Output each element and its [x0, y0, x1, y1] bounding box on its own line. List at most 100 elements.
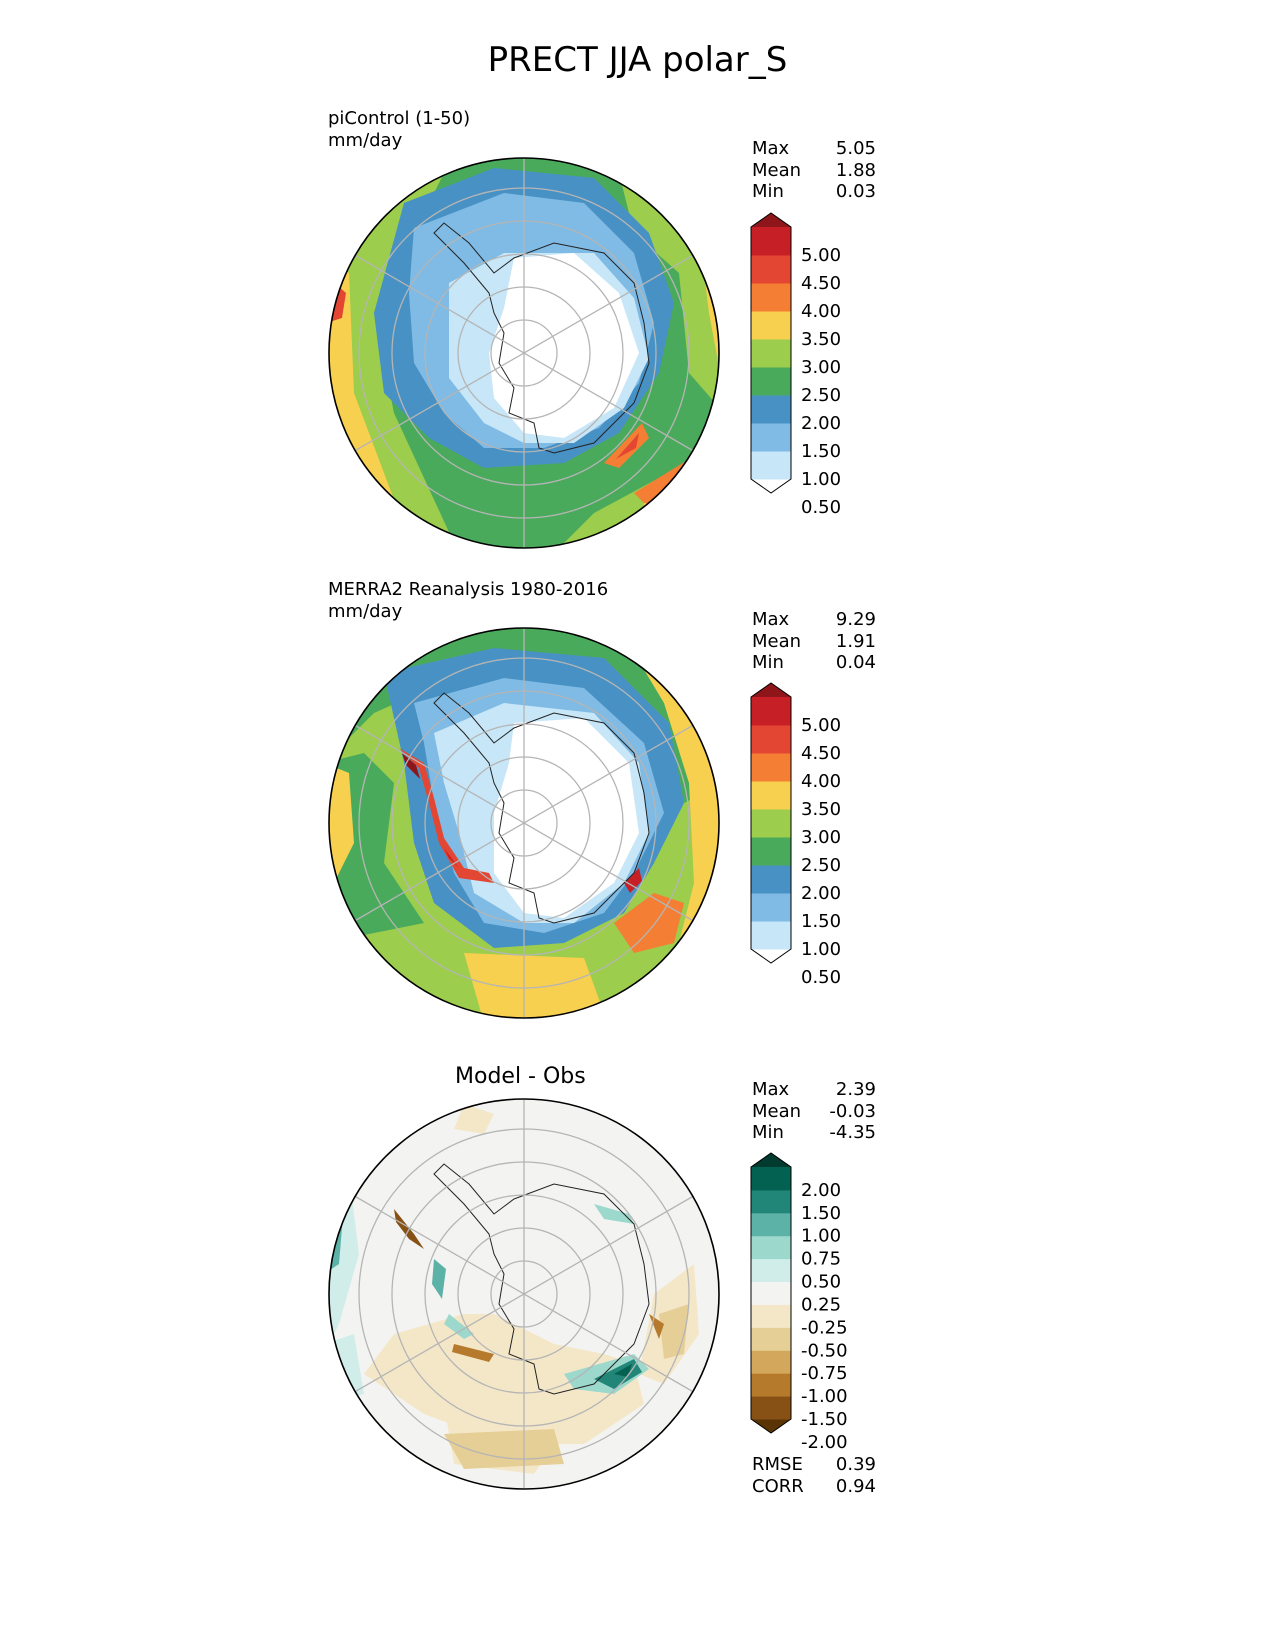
- colorbar-segment: [751, 1281, 791, 1305]
- colorbar-tick-label: 4.00: [801, 771, 841, 792]
- colorbar-tick-label: 1.50: [801, 441, 841, 462]
- stat-value: 5.05: [835, 138, 876, 159]
- stat-row-max: Max 9.29: [752, 609, 876, 631]
- colorbar-segment: [751, 1396, 791, 1420]
- colorbar-segment: [751, 227, 791, 256]
- stat-label: Min: [752, 652, 784, 673]
- colorbar-segment: [751, 781, 791, 810]
- stat-value: -4.35: [829, 1122, 876, 1143]
- colorbar-tick-label: 4.50: [801, 273, 841, 294]
- colorbar-tick-label: 3.50: [801, 799, 841, 820]
- colorbar-tick-label: 5.00: [801, 245, 841, 266]
- panel3-metrics: RMSE 0.39 CORR 0.94: [752, 1454, 876, 1497]
- colorbar-tick-label: -0.50: [801, 1340, 848, 1361]
- stat-row-min: Min 0.03: [752, 181, 876, 203]
- colorbar-segment: [751, 921, 791, 950]
- colorbar-outline: [750, 682, 792, 964]
- diff-title: Model - Obs: [455, 1064, 586, 1089]
- colorbar-tick-label: 0.50: [801, 967, 841, 988]
- stat-value: 0.03: [835, 181, 876, 202]
- colorbar-tick-label: 0.75: [801, 1249, 841, 1270]
- stat-label: Min: [752, 1122, 784, 1143]
- panel1-stats: Max 5.05 Mean 1.88 Min 0.03: [752, 138, 876, 203]
- colorbar-segment: [751, 893, 791, 922]
- panel1-colorbar: 5.00 4.50 4.00 3.50 3.00 2.50 2.00 1.50 1.00 0.50: [750, 212, 841, 518]
- panel2-label: MERRA2 Reanalysis 1980-2016: [328, 579, 609, 600]
- panel2-units: mm/day: [328, 601, 403, 622]
- colorbar-segment: [751, 697, 791, 726]
- stat-row-mean: Mean -0.03: [752, 1101, 876, 1123]
- colorbar-segment: [751, 865, 791, 894]
- colorbar-tick-label: 1.00: [801, 939, 841, 960]
- colorbar-segment: [751, 451, 791, 480]
- colorbar-segment: [751, 395, 791, 424]
- colorbar-segment: [751, 311, 791, 340]
- colorbar-tick-label: 5.00: [801, 715, 841, 736]
- colorbar-segment: [751, 1373, 791, 1397]
- colorbar-tick-label: 1.00: [801, 469, 841, 490]
- metric-label: RMSE: [752, 1454, 803, 1475]
- colorbar-extend-min: [751, 479, 791, 493]
- colorbar-segment: [751, 1327, 791, 1351]
- panel2-colorbar: 5.00 4.50 4.00 3.50 3.00 2.50 2.00 1.50 1.00 0.50: [750, 682, 841, 988]
- panel2-stats: Max 9.29 Mean 1.91 Min 0.04: [752, 609, 876, 674]
- colorbar-tick-label: 0.25: [801, 1294, 841, 1315]
- colorbar-segment: [751, 1212, 791, 1237]
- colorbar-tick-label: 1.50: [801, 911, 841, 932]
- stat-row-max: Max 5.05: [752, 138, 876, 160]
- panel3-polar-map: [328, 1098, 720, 1490]
- colorbar-tick-label: 1.50: [801, 1203, 841, 1224]
- colorbar-tick-label: 4.50: [801, 743, 841, 764]
- metric-value: 0.39: [835, 1454, 876, 1475]
- stat-value: 1.91: [835, 630, 876, 652]
- colorbar-tick-label: 2.00: [801, 883, 841, 904]
- colorbar-tick-label: 2.00: [801, 413, 841, 434]
- figure-title: PRECT JJA polar_S: [487, 40, 788, 80]
- colorbar-extend-min: [751, 1419, 791, 1433]
- colorbar-tick-label: 3.00: [801, 357, 841, 378]
- colorbar-tick-label: 1.00: [801, 1226, 841, 1247]
- panel3-stats: Max 2.39 Mean -0.03 Min -4.35: [752, 1079, 876, 1144]
- colorbar-segment: [751, 1235, 791, 1260]
- colorbar-tick-label: 0.50: [801, 497, 841, 518]
- colorbar-tick-label: 4.00: [801, 301, 841, 322]
- colorbar-extend-max: [751, 1153, 791, 1167]
- stat-row-min: Min 0.04: [752, 652, 876, 674]
- colorbar-extend-min: [751, 949, 791, 963]
- colorbar-segment: [751, 283, 791, 312]
- colorbar-outline: [750, 212, 792, 494]
- colorbar-tick-label: 3.50: [801, 329, 841, 350]
- colorbar-extend-max: [751, 683, 791, 697]
- stat-label: Mean: [752, 1100, 802, 1122]
- colorbar-segment: [751, 1189, 791, 1214]
- colorbar-segment: [751, 837, 791, 866]
- stat-label: Mean: [752, 159, 802, 181]
- metric-row-corr: CORR 0.94: [752, 1476, 876, 1498]
- colorbar-segment: [751, 1304, 791, 1328]
- colorbar-segment: [751, 1350, 791, 1374]
- panel1-label: piControl (1-50): [328, 108, 471, 129]
- stat-row-max: Max 2.39: [752, 1079, 876, 1101]
- colorbar-extend-max: [751, 213, 791, 227]
- panel1-units: mm/day: [328, 130, 403, 151]
- stat-label: Max: [752, 138, 790, 159]
- colorbar-segment: [751, 809, 791, 838]
- stat-value: 9.29: [835, 609, 876, 630]
- colorbar-tick-label: 2.50: [801, 855, 841, 876]
- colorbar-outline: [750, 1152, 792, 1434]
- colorbar-segment: [751, 753, 791, 782]
- colorbar-segment: [751, 339, 791, 368]
- stat-row-min: Min -4.35: [752, 1122, 876, 1144]
- colorbar-tick-label: -1.50: [801, 1409, 848, 1430]
- colorbar-tick-label: 3.00: [801, 827, 841, 848]
- colorbar-tick-label: 0.50: [801, 1272, 841, 1293]
- colorbar-tick-label: 2.50: [801, 385, 841, 406]
- stat-label: Max: [752, 609, 790, 630]
- panel2-polar-map: [328, 627, 720, 1019]
- stat-value: 0.04: [835, 652, 876, 673]
- colorbar-tick-label: -1.00: [801, 1386, 848, 1407]
- colorbar-segment: [751, 367, 791, 396]
- stat-row-mean: Mean 1.91: [752, 631, 876, 653]
- metric-row-rmse: RMSE 0.39: [752, 1454, 876, 1476]
- colorbar-segment: [751, 1167, 791, 1191]
